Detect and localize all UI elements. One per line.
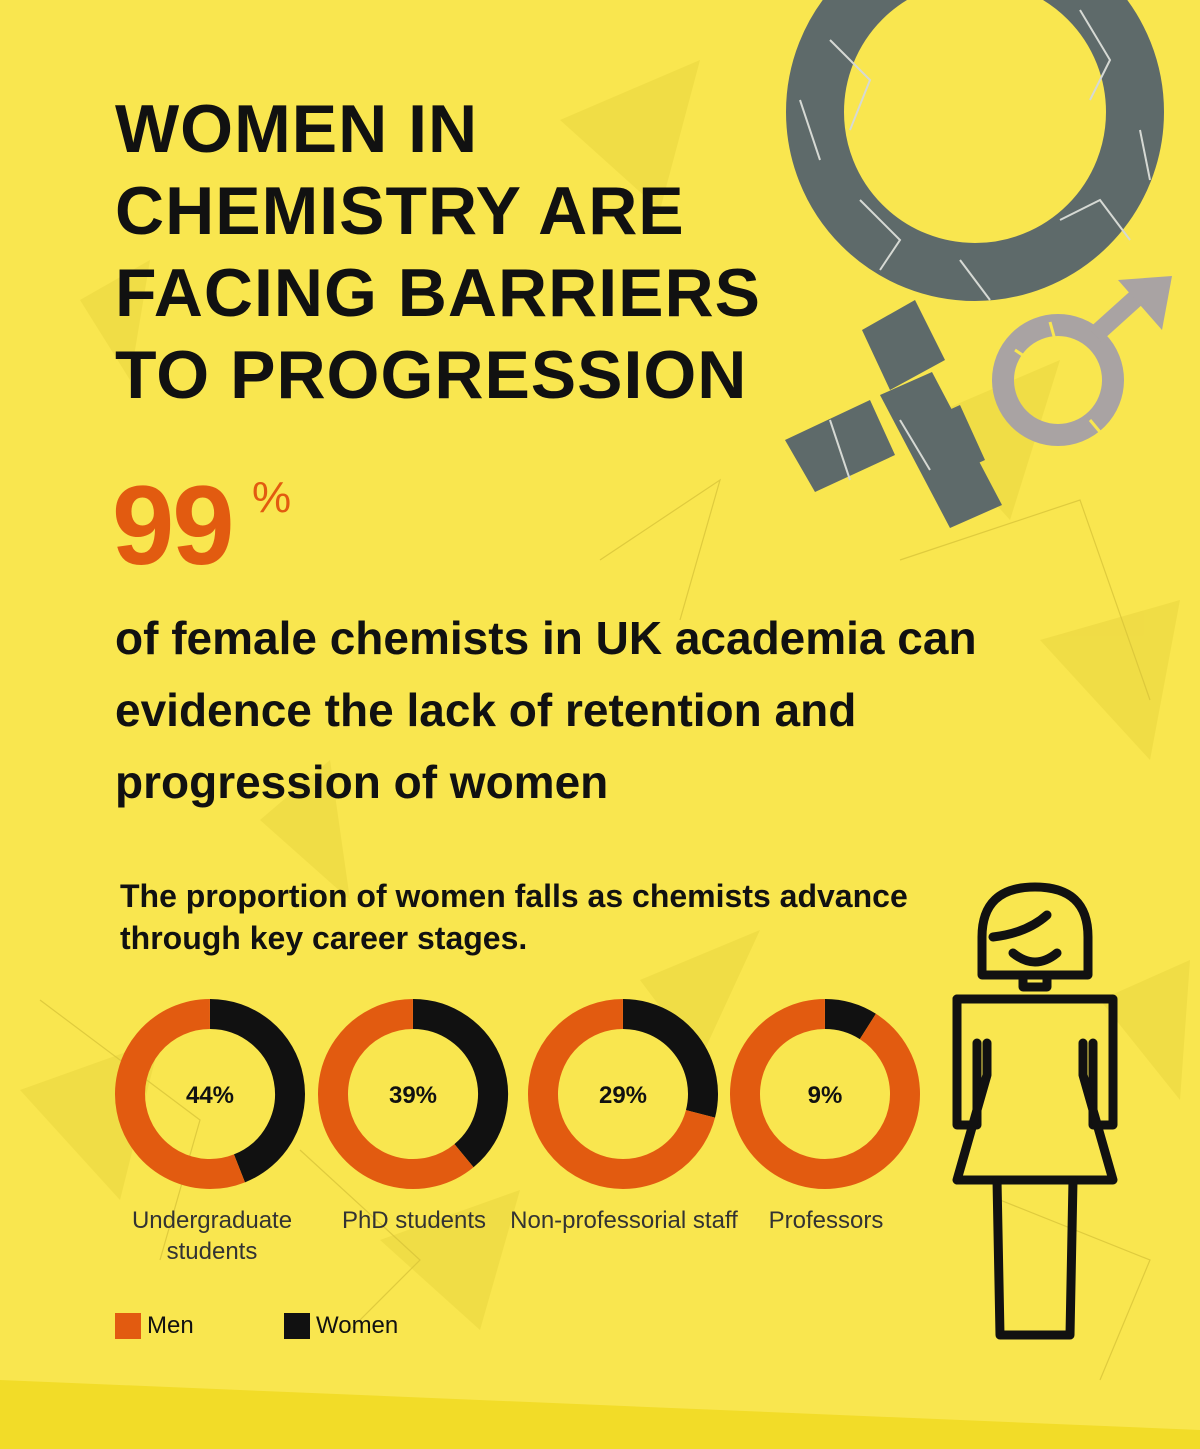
donut-slice-men bbox=[730, 999, 920, 1189]
highlight-stat-value: 99 bbox=[112, 463, 235, 588]
legend-label-women: Women bbox=[316, 1312, 399, 1339]
broken-male-symbol-icon bbox=[992, 276, 1172, 446]
category-label: PhD students bbox=[341, 1207, 487, 1234]
highlight-stat-description: of female chemists in UK academia can ev… bbox=[115, 612, 977, 808]
category-label: Professors bbox=[768, 1207, 884, 1234]
donut-slice-men bbox=[318, 999, 474, 1189]
donut-center-label: 29% bbox=[599, 1082, 647, 1109]
gender-symbols bbox=[785, 0, 1172, 528]
chart-subtitle: The proportion of women falls as chemist… bbox=[120, 878, 908, 956]
donut-slice-men bbox=[528, 999, 716, 1189]
legend-item-women: Women bbox=[284, 1312, 398, 1340]
donut-slice-women bbox=[412, 999, 508, 1168]
donut-chart-row: 44% 39% 29% 9% bbox=[115, 999, 920, 1189]
donut-center-label: 39% bbox=[389, 1082, 437, 1109]
donut-slice-women bbox=[209, 999, 305, 1183]
donut-center-label: 44% bbox=[186, 1082, 234, 1109]
category-label: Undergraduate students bbox=[131, 1207, 293, 1265]
donut-slice-women bbox=[824, 999, 876, 1040]
page-title: WOMEN IN CHEMISTRY ARE FACING BARRIERS T… bbox=[115, 91, 761, 413]
legend-item-men: Men bbox=[115, 1312, 194, 1340]
legend-label-men: Men bbox=[147, 1312, 194, 1339]
legend-swatch-men bbox=[115, 1313, 141, 1339]
donut-center-label: 9% bbox=[808, 1082, 843, 1109]
bottom-band bbox=[0, 1380, 1200, 1449]
category-label: Non-professorial staff bbox=[510, 1207, 738, 1234]
legend-swatch-women bbox=[284, 1313, 310, 1339]
donut-slice-women bbox=[622, 999, 718, 1118]
woman-icon bbox=[952, 882, 1118, 1340]
highlight-stat-unit: % bbox=[252, 473, 292, 522]
donut-slice-men bbox=[115, 999, 245, 1189]
broken-female-symbol-icon bbox=[785, 0, 1164, 528]
